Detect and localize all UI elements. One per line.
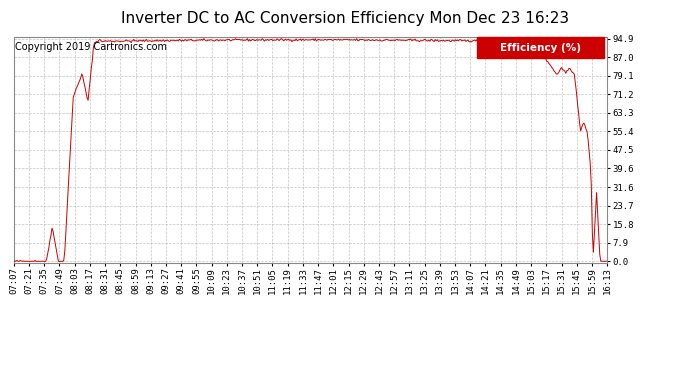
- FancyBboxPatch shape: [477, 38, 604, 58]
- Text: Inverter DC to AC Conversion Efficiency Mon Dec 23 16:23: Inverter DC to AC Conversion Efficiency …: [121, 11, 569, 26]
- Text: Efficiency (%): Efficiency (%): [500, 43, 581, 52]
- Text: Copyright 2019 Cartronics.com: Copyright 2019 Cartronics.com: [15, 42, 167, 52]
